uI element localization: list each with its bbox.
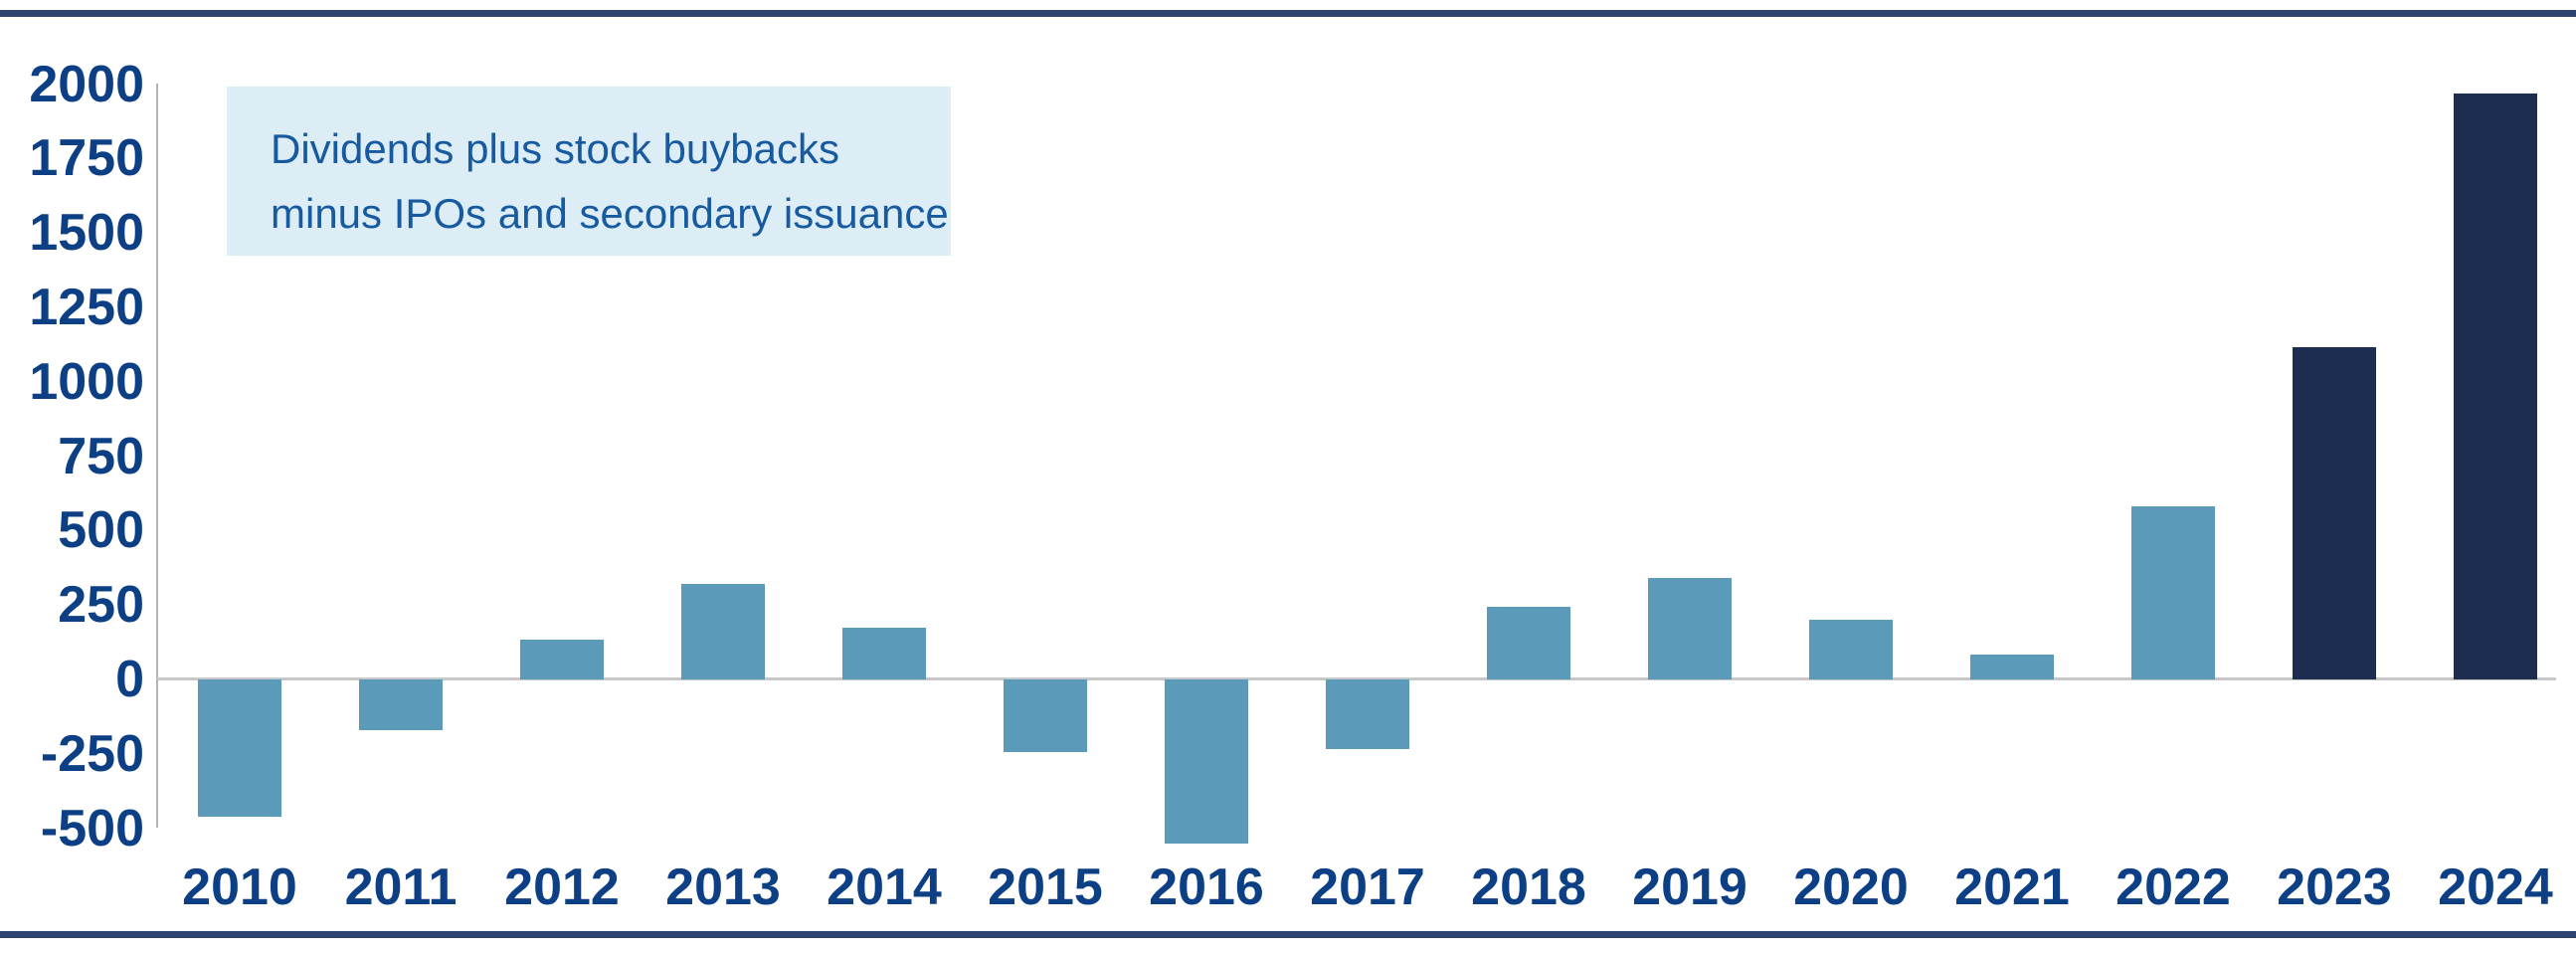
y-tick-label: -500 [40, 799, 144, 858]
x-tick-label-2011: 2011 [344, 858, 458, 916]
y-tick-label: -250 [40, 724, 144, 783]
bar-2019 [1648, 578, 1732, 679]
x-tick-label-2010: 2010 [182, 858, 297, 916]
bar-2017 [1326, 679, 1409, 750]
bottom-border-line [0, 931, 2576, 938]
x-tick-label-2016: 2016 [1149, 858, 1264, 916]
bar-2021 [1970, 654, 2054, 679]
x-tick-label-2018: 2018 [1471, 858, 1586, 916]
top-border-line [0, 10, 2576, 17]
annotation-box: Dividends plus stock buybacks minus IPOs… [227, 87, 951, 256]
y-tick-label: 250 [58, 576, 144, 635]
y-axis-line [156, 84, 158, 828]
annotation-line-1: Dividends plus stock buybacks [271, 125, 839, 172]
y-tick-label: 500 [58, 501, 144, 560]
bar-2011 [359, 679, 443, 730]
x-tick-label-2013: 2013 [665, 858, 781, 916]
x-tick-label-2015: 2015 [988, 858, 1103, 916]
bar-2022 [2131, 506, 2215, 679]
bar-2013 [681, 584, 765, 679]
y-tick-label: 2000 [29, 55, 144, 113]
x-tick-label-2023: 2023 [2277, 858, 2392, 916]
y-tick-label: 0 [115, 651, 144, 708]
bar-2023 [2293, 347, 2376, 679]
bar-2015 [1004, 679, 1087, 753]
x-tick-label-2019: 2019 [1632, 858, 1748, 916]
x-tick-label-2021: 2021 [1954, 858, 2070, 916]
x-tick-label-2017: 2017 [1310, 858, 1425, 916]
y-tick-label: 1250 [29, 279, 144, 336]
annotation-line-2: minus IPOs and secondary issuance [271, 190, 949, 237]
bar-2024 [2454, 93, 2537, 679]
x-tick-label-2012: 2012 [504, 858, 620, 916]
bar-2020 [1809, 620, 1893, 679]
zero-gridline [157, 677, 2556, 680]
bar-2014 [842, 627, 926, 679]
x-tick-label-2014: 2014 [827, 858, 942, 916]
y-tick-label: 1750 [29, 129, 144, 188]
x-tick-label-2024: 2024 [2438, 858, 2553, 916]
y-tick-label: 750 [58, 427, 144, 485]
y-tick-label: 1500 [29, 204, 144, 263]
x-tick-label-2022: 2022 [2116, 858, 2231, 916]
bar-2018 [1487, 606, 1570, 679]
bar-2016 [1165, 679, 1248, 844]
bar-2010 [198, 679, 281, 817]
x-tick-label-2020: 2020 [1793, 858, 1909, 916]
bar-2012 [520, 639, 604, 679]
y-tick-label: 1000 [29, 352, 144, 411]
